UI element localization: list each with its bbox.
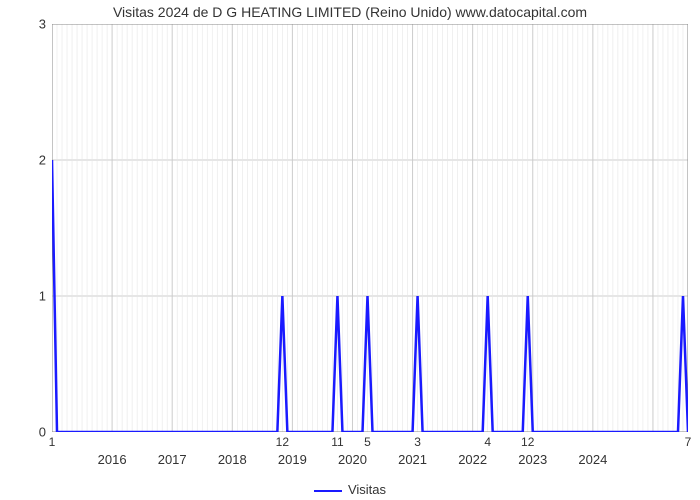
x-year-label: 2024 <box>578 452 607 467</box>
y-tick-label: 2 <box>16 153 46 168</box>
x-year-label: 2017 <box>158 452 187 467</box>
data-point-label: 5 <box>364 435 371 449</box>
x-year-label: 2022 <box>458 452 487 467</box>
y-tick-label: 1 <box>16 289 46 304</box>
data-point-label: 12 <box>521 435 534 449</box>
x-year-label: 2023 <box>518 452 547 467</box>
x-year-label: 2018 <box>218 452 247 467</box>
data-point-label: 12 <box>276 435 289 449</box>
chart-legend: Visitas <box>0 482 700 497</box>
data-point-label: 7 <box>685 435 692 449</box>
y-tick-label: 0 <box>16 425 46 440</box>
data-point-label: 3 <box>414 435 421 449</box>
x-year-label: 2021 <box>398 452 427 467</box>
legend-label: Visitas <box>348 482 386 497</box>
chart-title: Visitas 2024 de D G HEATING LIMITED (Rei… <box>0 4 700 20</box>
data-point-label: 4 <box>484 435 491 449</box>
data-point-label: 11 <box>331 435 343 449</box>
y-tick-label: 3 <box>16 17 46 32</box>
data-point-label: 1 <box>49 435 56 449</box>
x-year-label: 2020 <box>338 452 367 467</box>
x-year-label: 2019 <box>278 452 307 467</box>
legend-line <box>314 490 342 492</box>
chart-plot <box>52 24 688 432</box>
x-year-label: 2016 <box>98 452 127 467</box>
